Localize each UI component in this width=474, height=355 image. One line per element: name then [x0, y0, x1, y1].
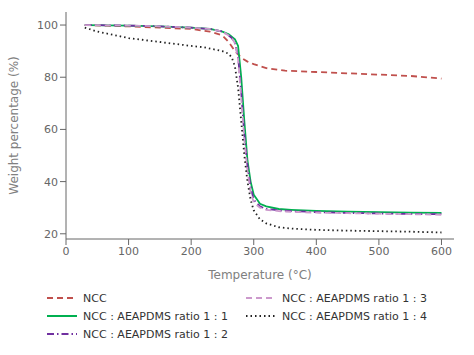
html-text:NCC : AEAPDMS ratio 1 : 1: NCC : AEAPDMS ratio 1 : 1 — [83, 309, 228, 323]
html-text:NCC : AEAPDMS ratio 1 : 4: NCC : AEAPDMS ratio 1 : 4 — [282, 309, 427, 323]
html-text:NCC : AEAPDMS ratio 1 : 3: NCC : AEAPDMS ratio 1 : 3 — [282, 291, 427, 305]
svg-text:20: 20 — [44, 228, 58, 241]
svg-text:300: 300 — [243, 245, 264, 258]
svg-text:0: 0 — [63, 245, 70, 258]
svg-text:200: 200 — [181, 245, 202, 258]
svg-text:Weight percentage (%): Weight percentage (%) — [8, 56, 21, 195]
svg-text:400: 400 — [306, 245, 327, 258]
html-text:NCC : AEAPDMS ratio 1 : 2: NCC : AEAPDMS ratio 1 : 2 — [83, 327, 228, 341]
html-text:NCC: NCC — [83, 291, 107, 305]
svg-text:100: 100 — [118, 245, 139, 258]
svg-text:600: 600 — [431, 245, 452, 258]
svg-text:100: 100 — [37, 19, 58, 32]
svg-text:60: 60 — [44, 123, 58, 136]
svg-text:500: 500 — [368, 245, 389, 258]
svg-text:80: 80 — [44, 71, 58, 84]
svg-text:Temperature (°C): Temperature (°C) — [207, 268, 312, 282]
svg-text:40: 40 — [44, 176, 58, 189]
